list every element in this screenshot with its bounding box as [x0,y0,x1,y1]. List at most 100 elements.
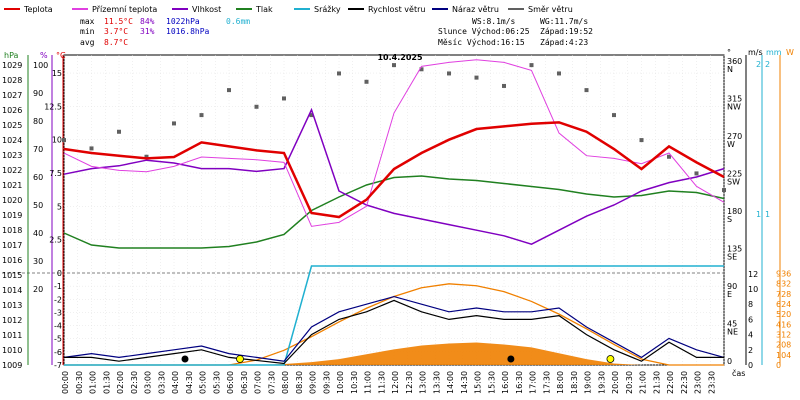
tick-hpa: 1026 [2,106,22,115]
tick-temp: -3 [54,308,62,317]
info-moonset: Západ:4:23 [540,38,588,47]
plot-frame [63,54,725,366]
tick-pct: 20 [33,285,43,294]
tick-ms-upper: 1 [756,210,761,219]
tick-ms: 10 [748,285,758,294]
tick-wm2: 0 [776,361,781,370]
tick-ms: 2 [748,346,753,355]
tick-dir: 315 [727,95,742,104]
tick-temp: 2.5 [49,236,62,245]
legend-label-pressure: Tlak [255,5,273,14]
info-sunrise: Slunce Východ:06:25 [438,27,530,36]
tick-dir-compass: N [727,65,733,74]
legend-label-humidity: Vlhkost [192,5,221,14]
info-ws: WS:8.1m/s [472,17,516,26]
series-wind-dir-point [309,113,314,118]
summary-temp-avg: 8.7°C [104,38,128,47]
tick-x: 10:30 [350,371,359,394]
summary-label-avg: avg [80,38,95,47]
tick-hpa: 1014 [2,286,22,295]
tick-x: 07:30 [267,371,276,394]
tick-mm: 2 [765,60,770,69]
tick-temp: -4 [54,322,62,331]
legend-label-wind_speed: Rychlost větru [368,5,425,14]
summary-temp-max: 11.5°C [104,17,133,26]
tick-x: 11:00 [364,371,373,394]
legend: Teplota Přízemní teplota Vlhkost Tlak Srážky… [4,5,573,14]
sunrise-marker [236,355,244,363]
legend-label-temperature: Teplota [23,5,53,14]
series-wind-dir-point [117,129,121,134]
summary-box: max 11.5°C 84% 1022hPa 0.6mm min 3.7°C 31% 1016.… [80,17,250,47]
tick-temp: 5 [57,202,62,211]
summary-temp-min: 3.7°C [104,27,128,36]
tick-pct: 70 [33,145,43,154]
tick-hpa: 1023 [2,151,22,160]
series-wind-dir-point [172,121,176,126]
tick-hpa: 1017 [2,241,22,250]
tick-temp: -5 [54,335,62,344]
tick-hpa: 1027 [2,91,22,100]
tick-x: 09:30 [322,371,331,394]
tick-x: 04:30 [185,371,194,394]
tick-dir: 180 [727,207,742,216]
series-wind-speed [64,299,724,365]
legend-label-wind_gust: Náraz větru [452,5,499,14]
tick-wm2: 728 [776,290,791,299]
chart-title: 10.4.2025 [377,53,422,62]
series-wind-dir-point [392,63,396,68]
tick-dir-compass: NW [727,103,741,112]
tick-pct: 80 [33,117,43,126]
axis-title-pct: % [40,51,48,60]
tick-dir-compass: E [727,290,732,299]
tick-wm2: 416 [776,320,791,329]
tick-temp: 7.5 [49,169,62,178]
tick-x: 23:00 [694,371,703,394]
summary-label-min: min [80,27,95,36]
tick-hpa: 1022 [2,166,22,175]
series-wind-dir-point [199,113,204,118]
tick-x: 20:00 [611,371,620,394]
axes: hPa1029102810271026102510241023102210211… [2,48,794,394]
series-wind-dir-point [584,88,589,93]
tick-dir-compass: SW [727,178,740,187]
axis-title-x: čas [732,368,745,378]
axis-title-temp: °C [56,51,66,60]
tick-x: 00:00 [61,371,70,394]
sunset-marker [606,355,615,363]
tick-pct: 100 [33,61,48,70]
tick-pct: 30 [33,257,43,266]
tick-hpa: 1011 [2,331,22,340]
tick-temp: -6 [54,348,62,357]
series-wind-gust [63,295,725,362]
tick-x: 16:30 [515,371,524,394]
tick-pct: 40 [33,229,43,238]
tick-x: 21:00 [639,371,648,394]
tick-x: 19:30 [597,371,606,394]
tick-temp: -1 [54,282,62,291]
series-wind-dir-point [144,154,149,159]
tick-hpa: 1025 [2,121,22,130]
tick-x: 13:30 [432,371,441,394]
tick-x: 18:00 [556,371,565,394]
legend-label-wind_dir: Směr větru [528,5,573,14]
tick-x: 18:30 [570,371,579,394]
summary-hum-max: 84% [140,17,155,26]
tick-wm2: 208 [776,341,791,350]
tick-x: 03:30 [157,371,166,394]
tick-hpa: 1010 [2,346,22,355]
axis-title-wm2: W [786,48,794,57]
tick-x: 14:00 [446,371,455,394]
tick-hpa: 1013 [2,301,22,310]
legend-label-precip: Srážky [314,5,341,14]
series-wind-dir-point [419,67,424,72]
tick-temp: 12.5 [44,102,62,111]
tick-dir: 90 [727,282,737,291]
tick-x: 13:00 [419,371,428,394]
tick-x: 22:00 [666,371,675,394]
tick-hpa: 1021 [2,181,22,190]
tick-x: 20:30 [625,371,634,394]
series-wind-dir-point [612,113,616,118]
series-wind-dir-point [557,71,561,76]
series-pressure [63,175,725,249]
